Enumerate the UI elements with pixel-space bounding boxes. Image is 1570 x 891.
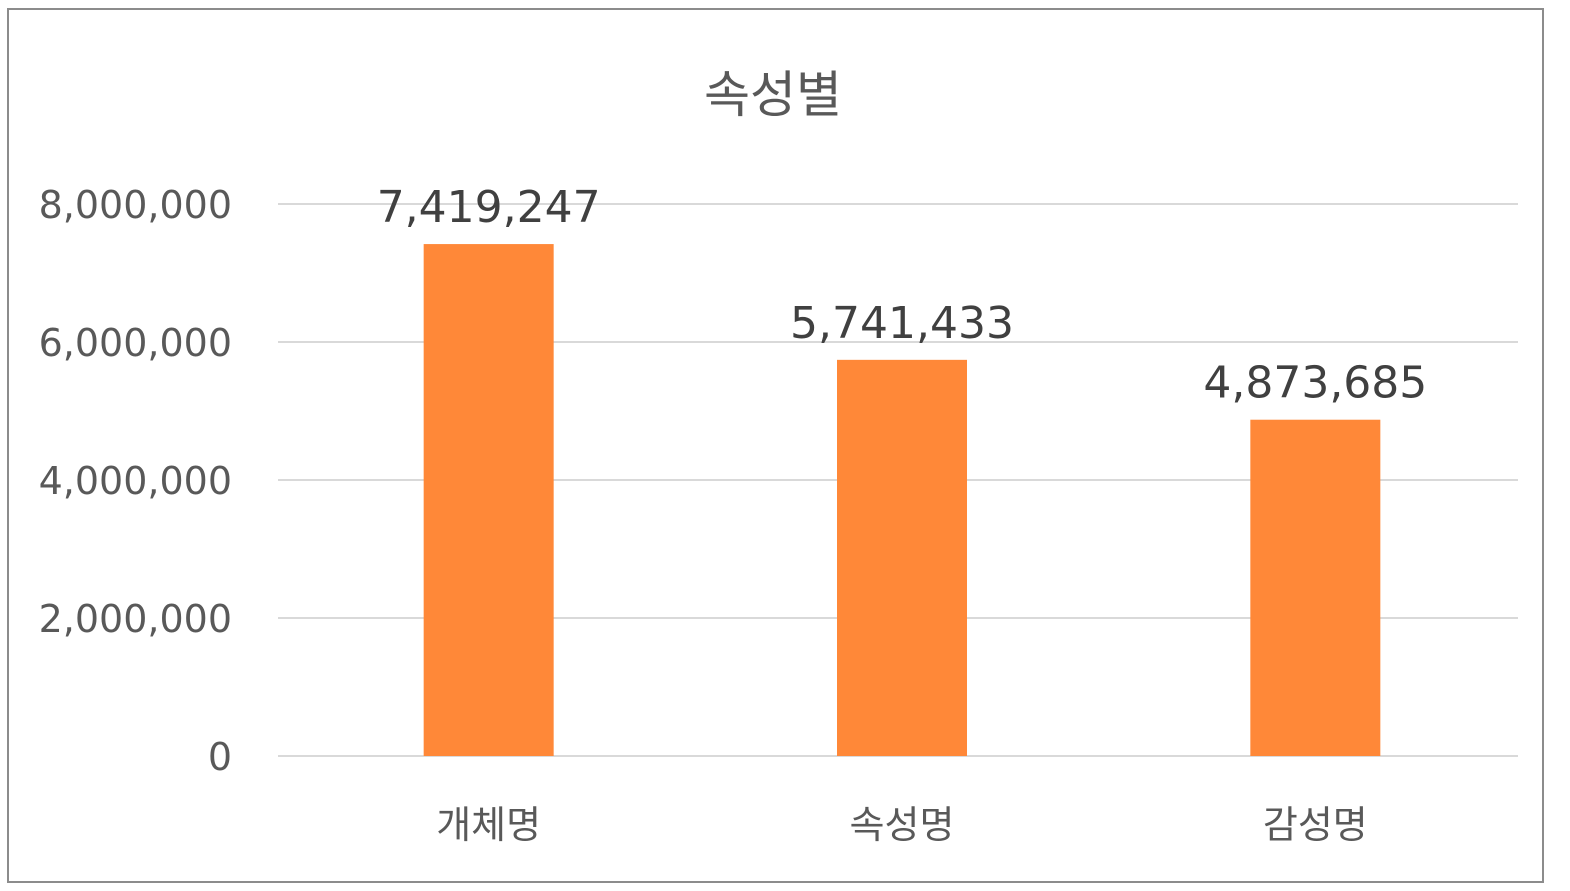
- x-axis-categories: 개체명 속성명 감성명: [436, 803, 1368, 847]
- y-tick-label: 6,000,000: [39, 321, 232, 365]
- y-tick-label: 8,000,000: [39, 183, 232, 227]
- y-tick-label: 2,000,000: [39, 597, 232, 641]
- bar: [1250, 419, 1381, 756]
- y-axis-ticks: 0 2,000,000 4,000,000 6,000,000 8,000,000: [39, 183, 232, 779]
- x-category-label: 개체명: [436, 803, 541, 847]
- bar: [837, 359, 967, 756]
- bars: [423, 244, 1381, 756]
- chart-title: 속성별: [704, 66, 842, 124]
- y-tick-label: 0: [208, 735, 232, 779]
- data-labels: 7,419,247 5,741,433 4,873,685: [377, 182, 1428, 409]
- data-label: 7,419,247: [377, 182, 601, 233]
- data-label: 5,741,433: [790, 298, 1014, 349]
- bar: [423, 244, 554, 756]
- y-tick-label: 4,000,000: [39, 459, 232, 503]
- x-category-label: 속성명: [850, 803, 955, 847]
- data-label: 4,873,685: [1203, 358, 1427, 409]
- x-category-label: 감성명: [1263, 803, 1368, 847]
